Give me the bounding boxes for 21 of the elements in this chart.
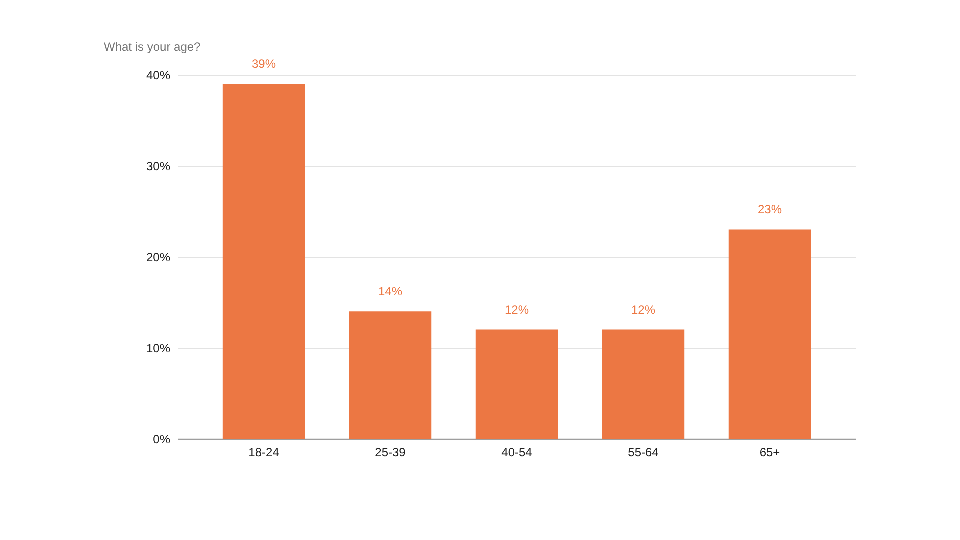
bar xyxy=(476,330,558,439)
y-tick-label: 40% xyxy=(146,68,171,82)
bar xyxy=(222,84,306,439)
y-tick-label: 10% xyxy=(146,342,171,356)
x-tick-label: 40-54 xyxy=(502,446,533,460)
data-label: 14% xyxy=(378,284,403,299)
y-tick-label: 30% xyxy=(146,160,171,174)
bar xyxy=(602,330,685,439)
y-tick-label: 20% xyxy=(146,250,171,264)
x-tick-label: 65+ xyxy=(760,446,780,460)
x-tick-label: 25-39 xyxy=(375,446,406,460)
data-label: 12% xyxy=(631,302,656,317)
x-tick-label: 55-64 xyxy=(628,446,660,460)
bar xyxy=(728,230,812,439)
bar xyxy=(349,312,432,439)
y-tick-label: 0% xyxy=(153,432,171,446)
data-label: 12% xyxy=(504,302,530,317)
x-tick-label: 18-24 xyxy=(248,446,280,460)
chart-title: What is your age? xyxy=(104,40,202,54)
data-label: 39% xyxy=(252,57,276,72)
data-label: 23% xyxy=(758,202,782,217)
